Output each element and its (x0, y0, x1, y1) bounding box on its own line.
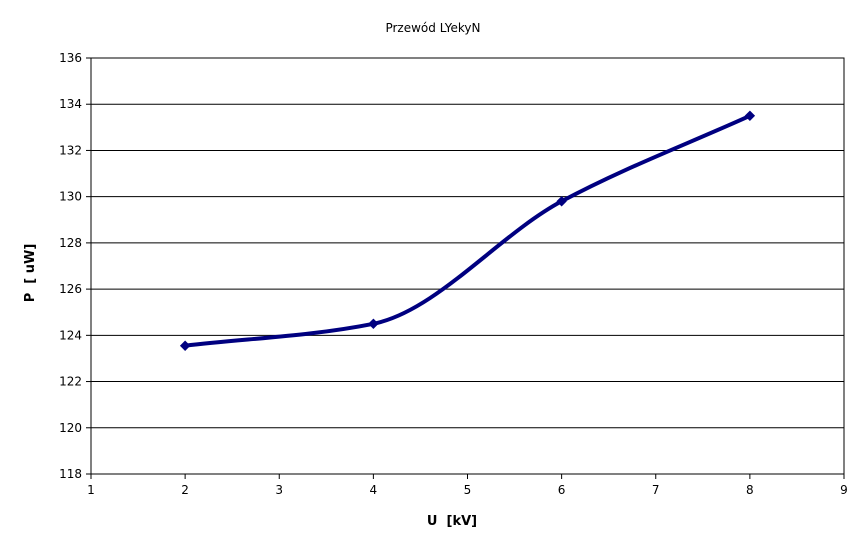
data-point (556, 196, 567, 207)
y-tick-label: 128 (59, 236, 82, 250)
y-tick-label: 120 (59, 421, 82, 435)
x-tick-label: 6 (558, 483, 566, 497)
x-axis-label: U [kV] (427, 514, 477, 529)
series-line (183, 113, 752, 348)
y-axis-label: P [ uW] (23, 244, 38, 303)
x-tick-label: 8 (746, 483, 754, 497)
data-point (179, 340, 191, 351)
y-tick-label: 136 (59, 51, 82, 65)
series-group (179, 110, 756, 351)
x-tick-label: 1 (87, 483, 95, 497)
x-tick-label: 4 (370, 483, 378, 497)
data-point (368, 318, 379, 329)
y-tick-label: 126 (59, 282, 82, 296)
x-tick-label: 7 (652, 483, 660, 497)
x-tick-label: 3 (275, 483, 283, 497)
x-tick-label: 5 (464, 483, 472, 497)
y-tick-label: 124 (59, 328, 82, 342)
y-tick-label: 118 (59, 467, 82, 481)
y-tick-label: 132 (59, 143, 82, 157)
y-tick-label: 130 (59, 190, 82, 204)
x-tick-label: 2 (181, 483, 189, 497)
x-axis: 1 2 3 4 5 6 7 8 9 (87, 474, 848, 497)
x-tick-label: 9 (840, 483, 848, 497)
chart-title: Przewód LYekyN (385, 21, 480, 35)
y-tick-label: 122 (59, 375, 82, 389)
y-axis: 118 120 122 124 126 128 130 132 134 136 (59, 51, 91, 481)
y-tick-label: 134 (59, 97, 82, 111)
grid-lines (91, 57, 844, 475)
plot-area (90, 57, 845, 475)
data-point (744, 110, 756, 121)
